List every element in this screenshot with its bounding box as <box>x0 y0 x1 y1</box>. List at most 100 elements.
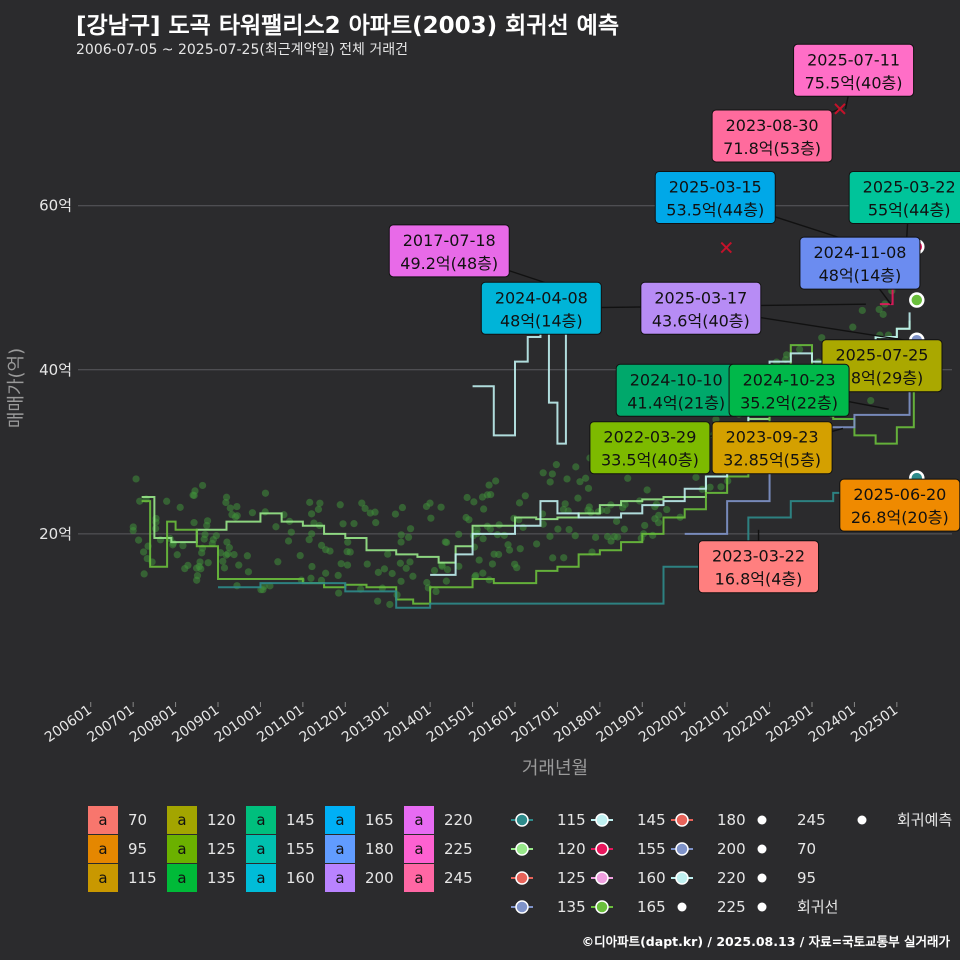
transaction-point <box>592 533 600 541</box>
latest-point <box>909 292 925 308</box>
annotation-label: 2017-07-18 49.2억(48층) <box>388 224 510 278</box>
legend-area-label: 120 <box>207 811 236 829</box>
y-tick-label: 40억 <box>39 361 72 379</box>
legend-area-item: a 245 <box>404 864 473 892</box>
legend-area-letter: a <box>414 869 423 887</box>
transaction-point <box>233 502 241 511</box>
legend-area-letter: a <box>256 840 265 858</box>
annotation-date: 2024-10-23 <box>743 370 836 389</box>
x-marker <box>720 241 732 254</box>
annotation-price: 16.8억(4층) <box>715 570 803 589</box>
transaction-point <box>473 525 481 534</box>
annotation-date: 2024-10-10 <box>630 370 723 389</box>
legend-dot <box>757 815 767 825</box>
legend-line-dot <box>595 871 609 885</box>
x-tick-label: 201001 <box>212 702 265 746</box>
transaction-point <box>196 558 204 566</box>
annotation-label: 2025-07-11 75.5억(40층) <box>793 43 915 97</box>
legend-area-letter: a <box>335 869 344 887</box>
annotation-price: 35.2억(22층) <box>740 393 838 412</box>
legend-line-label: 70 <box>797 840 816 858</box>
annotation-price: 43.6억(40층) <box>652 311 750 330</box>
transaction-point <box>222 551 230 559</box>
annotation-box <box>711 421 833 475</box>
x-tick-label: 201101 <box>254 702 307 746</box>
x-tick-label: 201401 <box>381 702 434 746</box>
transaction-point <box>621 500 629 509</box>
annotation-label: 2025-03-15 53.5억(44층) <box>654 170 776 224</box>
chart-title: [강남구] 도곡 타워팰리스2 아파트(2003) 회귀선 예측 <box>76 13 619 39</box>
x-marker-stroke <box>834 103 846 115</box>
x-tick-label: 200801 <box>127 702 180 746</box>
transaction-point <box>438 562 446 570</box>
y-tick-label: 60억 <box>39 197 72 215</box>
chart-subtitle: 2006-07-05 ~ 2025-07-25(최근계약일) 전체 거래건 <box>76 42 408 58</box>
annotation-date: 2024-04-08 <box>495 288 588 307</box>
legend-area-item: a 115 <box>88 864 157 892</box>
annotation-box <box>640 281 762 335</box>
transaction-point <box>316 499 324 507</box>
annotation-date: 2025-06-20 <box>853 485 946 504</box>
transaction-point <box>490 550 498 558</box>
legend-line-dot <box>595 900 609 914</box>
transaction-point <box>430 566 439 575</box>
legend-area-swatch <box>167 806 197 834</box>
legend-area-label: 95 <box>128 840 147 858</box>
legend-area-letter: a <box>177 840 186 858</box>
transaction-point <box>203 517 212 525</box>
legend-area-item: a 200 <box>325 864 394 892</box>
x-tick-label: 202401 <box>806 702 859 746</box>
legend-line-label: 225 <box>717 898 746 916</box>
transaction-point <box>565 525 573 534</box>
transaction-point <box>404 533 413 541</box>
transaction-point <box>372 519 380 527</box>
legend-area-item: a 220 <box>404 806 473 834</box>
transaction-point <box>397 538 405 546</box>
transaction-point <box>337 560 345 568</box>
transaction-point <box>406 525 415 533</box>
legend-line-label: 125 <box>557 869 586 887</box>
transaction-point <box>308 562 316 571</box>
legend-dot <box>857 815 867 825</box>
transaction-point <box>287 528 295 536</box>
legend-line-item: 95 <box>757 869 816 887</box>
annotation-box <box>711 109 833 163</box>
transaction-point <box>140 570 148 578</box>
transaction-point <box>561 500 569 508</box>
transaction-point <box>485 481 493 489</box>
transaction-point <box>361 504 369 513</box>
annotation-label: 2025-07-25 38억(29층) <box>821 339 943 393</box>
legend-line-label: 145 <box>637 811 666 829</box>
trend-line <box>141 344 915 605</box>
transaction-point <box>472 571 480 580</box>
annotation-label: 2023-03-22 16.8억(4층) <box>698 540 820 594</box>
transaction-point <box>284 537 293 545</box>
transaction-point <box>334 571 342 580</box>
transaction-point <box>181 565 189 573</box>
transaction-point <box>546 478 554 486</box>
credit-line: ©디아파트(dapt.kr) / 2025.08.13 / 자료=국토교통부 실… <box>581 934 950 949</box>
legend-area-label: 125 <box>207 840 236 858</box>
transaction-point <box>397 577 405 585</box>
annotation-label: 2023-09-23 32.85억(5층) <box>711 421 833 475</box>
legend-dot <box>677 902 687 912</box>
legend-area-letter: a <box>256 869 265 887</box>
legend-line-dot <box>675 842 689 856</box>
transaction-point <box>500 531 508 539</box>
transaction-point <box>603 506 611 515</box>
annotation-price: 48억(14층) <box>500 311 583 330</box>
transaction-point <box>427 514 435 522</box>
legend-line-item: 155 <box>591 840 666 858</box>
transaction-point <box>511 560 519 568</box>
legend-line-item: 220 <box>671 869 746 887</box>
y-tick-label: 20억 <box>39 525 72 543</box>
transaction-point <box>222 493 231 501</box>
transaction-point <box>272 523 280 531</box>
legend-line-item: 180 <box>671 811 746 829</box>
transaction-point <box>358 499 366 507</box>
transaction-point <box>576 478 584 486</box>
special-markers <box>720 103 846 254</box>
annotation-label: 2023-08-30 71.8억(53층) <box>711 109 833 163</box>
transaction-point <box>637 534 645 542</box>
annotation-label: 2025-03-17 43.6억(40층) <box>640 281 762 335</box>
